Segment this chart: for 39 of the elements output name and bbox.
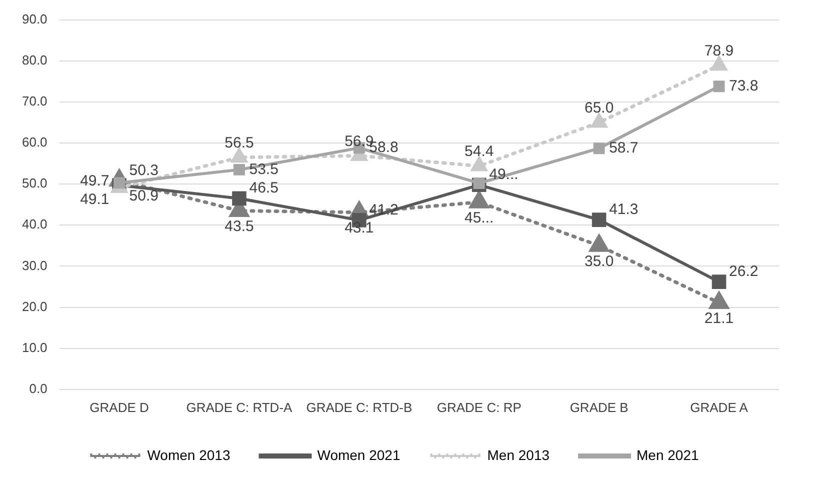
y-tick-label: 30.0: [22, 258, 48, 273]
legend-label: Men 2013: [487, 446, 550, 463]
data-label: 49...: [489, 166, 518, 184]
data-label: 53.5: [249, 160, 278, 178]
legend-label: Women 2021: [317, 446, 400, 463]
data-label: 43.5: [224, 218, 254, 235]
data-label: 50.3: [129, 162, 158, 179]
y-tick-label: 90.0: [22, 11, 48, 26]
x-tick-label: GRADE A: [690, 400, 748, 415]
legend-label: Women 2013: [147, 446, 230, 463]
data-label: 21.1: [704, 310, 734, 327]
legend-label: Men 2021: [636, 446, 699, 463]
x-tick-label: GRADE D: [90, 400, 149, 415]
y-tick-label: 50.0: [22, 176, 48, 191]
y-tick-label: 20.0: [22, 298, 48, 314]
data-label: 26.2: [729, 262, 758, 280]
y-tick-label: 40.0: [22, 216, 48, 232]
data-label: 54.4: [464, 143, 494, 160]
y-tick-label: 60.0: [22, 134, 48, 150]
data-label: 78.9: [704, 42, 734, 60]
y-tick-label: 10.0: [22, 340, 48, 355]
data-label: 73.8: [729, 77, 758, 94]
y-tick-label: 0.0: [29, 380, 48, 396]
y-tick-label: 70.0: [22, 94, 48, 109]
x-tick-label: GRADE C: RTD-B: [306, 400, 412, 415]
data-label: 58.7: [609, 139, 638, 156]
x-tick-label: GRADE C: RP: [436, 400, 522, 415]
data-label: 49.1: [80, 190, 110, 208]
x-tick-label: GRADE B: [570, 400, 628, 415]
data-label: 49.7: [80, 172, 110, 190]
data-label: 56.5: [224, 134, 254, 152]
data-label: 65.0: [584, 100, 614, 117]
data-label: 35.0: [584, 252, 614, 270]
data-label: 41.3: [609, 200, 638, 218]
x-tick-label: GRADE C: RTD-A: [186, 400, 293, 415]
data-label: 50.9: [129, 188, 158, 205]
data-label: 46.5: [249, 180, 278, 197]
y-tick-label: 80.0: [22, 52, 48, 68]
data-label: 45...: [464, 209, 494, 226]
